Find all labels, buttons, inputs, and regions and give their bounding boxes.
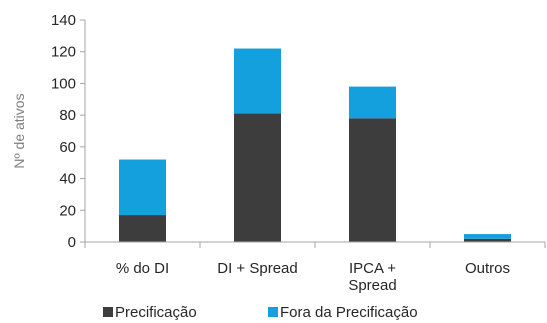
legend-label-fora-da-precificacao: Fora da Precificação: [280, 304, 418, 321]
x-tick-label: DI + Spread: [217, 260, 297, 277]
y-tick-label: 100: [51, 75, 76, 92]
y-tick-label: 40: [59, 171, 76, 188]
x-tick-label: Outros: [465, 260, 510, 277]
plot-area: 0 20 40 60 80 100 120 140 % do DI DI + Spread IPCA…: [51, 12, 546, 294]
legend: Precificação Fora da Precificação: [103, 304, 418, 321]
y-tick-label: 0: [68, 234, 76, 251]
bar-fora-da-precificacao: [234, 48, 281, 114]
x-tick-label: Spread: [348, 277, 396, 294]
x-tick-label: % do DI: [116, 260, 169, 277]
y-axis-label: Nº de ativos: [11, 93, 27, 168]
x-tick-label: IPCA +: [349, 260, 396, 277]
y-tick-label: 80: [59, 107, 76, 124]
y-tick-label: 60: [59, 139, 76, 156]
legend-label-precificacao: Precificação: [115, 304, 197, 321]
bar-fora-da-precificacao: [349, 86, 396, 119]
bar-precificacao: [349, 118, 396, 242]
bar-precificacao: [119, 215, 166, 242]
legend-swatch-fora-da-precificacao: [268, 307, 278, 317]
bar-fora-da-precificacao: [464, 234, 511, 239]
bar-precificacao: [234, 113, 281, 242]
legend-swatch-precificacao: [103, 307, 113, 317]
y-tick-label: 120: [51, 44, 76, 61]
y-tick-label: 140: [51, 12, 76, 29]
bar-precificacao: [464, 238, 511, 242]
bar-fora-da-precificacao: [119, 159, 166, 216]
y-tick-label: 20: [59, 202, 76, 219]
